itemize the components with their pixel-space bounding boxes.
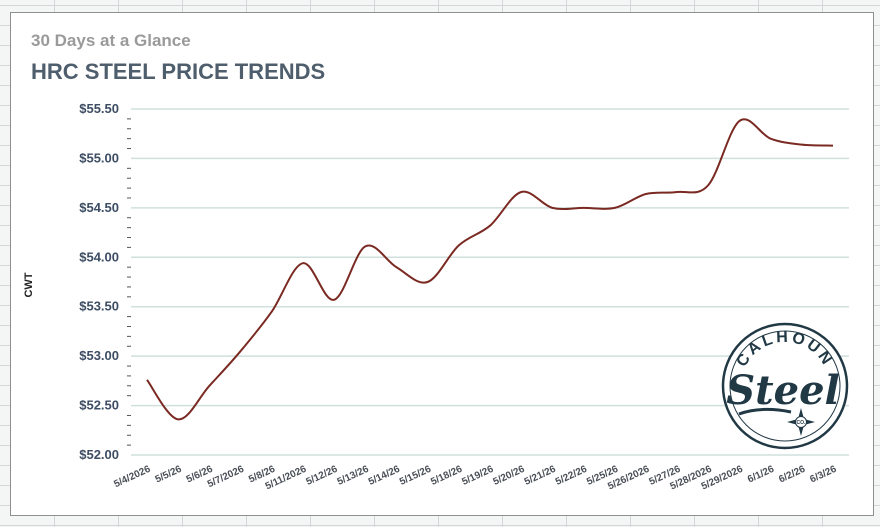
- y-tick-label: $54.50: [79, 200, 119, 215]
- data-point: [208, 385, 210, 387]
- x-tick-label: 5/15/26: [398, 464, 433, 488]
- y-tick-label: $55.00: [79, 150, 119, 165]
- x-tick-label: 5/14/26: [367, 464, 402, 488]
- x-tick-label: 5/4/2026: [112, 464, 152, 491]
- x-tick-label: 5/20/26: [492, 464, 527, 488]
- data-point: [302, 262, 304, 264]
- data-point: [333, 299, 335, 301]
- gridlines: [127, 108, 849, 456]
- y-axis-ticks: $55.50 $55.00 $54.50 $54.00 $53.50 $53.00 $52.…: [79, 101, 119, 462]
- data-point: [240, 350, 242, 352]
- series-layer: [146, 118, 834, 421]
- data-point: [146, 379, 148, 381]
- series-line: [146, 118, 834, 421]
- x-tick-label: 5/22/26: [554, 464, 589, 488]
- x-tick-label: 5/13/26: [336, 464, 371, 488]
- data-point: [583, 207, 585, 209]
- logo-script-text: Steel: [726, 367, 839, 414]
- x-tick-label: 5/21/26: [523, 464, 558, 488]
- data-point: [395, 266, 397, 268]
- logo-badge-text: CO.: [797, 420, 807, 426]
- data-point: [738, 120, 740, 122]
- data-point: [770, 138, 772, 140]
- data-point: [551, 207, 553, 209]
- data-point: [177, 418, 179, 420]
- x-tick-label: 5/5/26: [154, 464, 184, 486]
- x-tick-label: 5/7/2026: [206, 464, 246, 491]
- x-tick-label: 5/12/26: [304, 464, 339, 488]
- x-axis-ticks: 5/4/2026 5/5/26 5/6/265/7/2026 5/8/265/11/2…: [112, 464, 838, 493]
- chart-subtitle: 30 Days at a Glance: [31, 31, 191, 50]
- y-tick-label: $53.50: [79, 299, 119, 314]
- chart-title: HRC STEEL PRICE TRENDS: [31, 59, 326, 84]
- y-tick-label: $52.50: [79, 398, 119, 413]
- data-point: [801, 144, 803, 146]
- y-tick-label: $54.00: [79, 249, 119, 264]
- data-point: [427, 281, 429, 283]
- y-tick-label: $55.50: [79, 101, 119, 116]
- data-point: [614, 207, 616, 209]
- data-point: [458, 244, 460, 246]
- data-point: [364, 245, 366, 247]
- data-point: [489, 225, 491, 227]
- x-tick-label: 6/2/26: [777, 464, 807, 486]
- x-tick-label: 6/1/26: [746, 464, 776, 486]
- x-tick-label: 5/19/26: [460, 464, 495, 488]
- data-point: [832, 145, 834, 147]
- data-point: [520, 191, 522, 193]
- x-tick-label: 5/18/26: [429, 464, 464, 488]
- data-point: [676, 191, 678, 193]
- data-point: [707, 184, 709, 186]
- line-chart: $55.50 $55.00 $54.50 $54.00 $53.50 $53.00 $52.…: [79, 101, 849, 493]
- compass-star-icon: [787, 408, 815, 436]
- data-point: [645, 193, 647, 195]
- calhoun-steel-logo: CALHOUN Steel CO.: [721, 322, 849, 450]
- x-tick-label: 6/3/26: [808, 464, 838, 486]
- y-tick-label: $52.00: [79, 447, 119, 462]
- chart-card[interactable]: 30 Days at a Glance HRC STEEL PRICE TREN…: [10, 12, 874, 516]
- data-point: [271, 311, 273, 313]
- y-tick-label: $53.00: [79, 348, 119, 363]
